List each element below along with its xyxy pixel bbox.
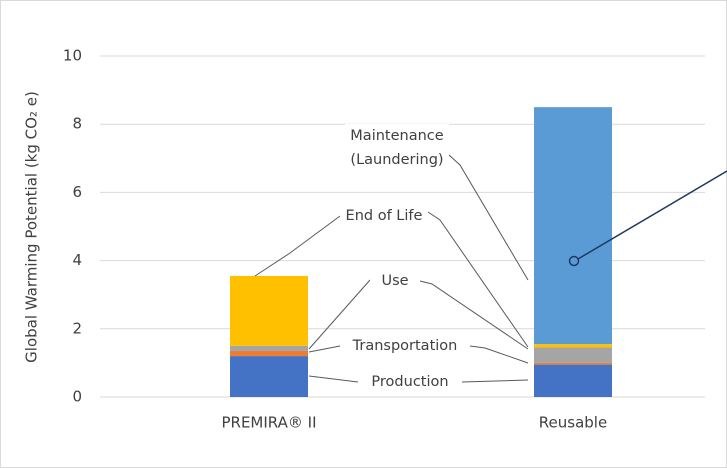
leader-line <box>308 279 371 350</box>
y-tick-label: 2 <box>72 319 82 337</box>
y-tick-label: 0 <box>72 388 82 406</box>
bars: PREMIRA® II Reusable <box>221 107 612 432</box>
callout-marker <box>568 255 580 267</box>
leader-line <box>308 375 359 383</box>
y-tick-label: 4 <box>72 251 82 269</box>
series-label: Maintenance (Laundering) <box>345 124 449 172</box>
leader-line <box>469 345 529 364</box>
series-label: Transportation <box>341 334 469 358</box>
series-label: End of Life <box>340 204 428 228</box>
bar-segment <box>230 345 308 351</box>
y-tick-label: 10 <box>63 47 82 65</box>
series-label: Production <box>358 370 462 394</box>
bar-segment <box>534 344 612 348</box>
leader-line <box>461 379 529 383</box>
leader-line <box>254 215 341 277</box>
y-axis-title: Global Warming Potential (kg CO₂ e) <box>23 91 41 363</box>
bar-segment <box>230 350 308 357</box>
leader-line <box>427 211 529 348</box>
bar-segment <box>534 362 612 365</box>
leader-line <box>448 154 529 281</box>
leader-lines <box>254 154 727 383</box>
y-tick-label: 8 <box>72 115 82 133</box>
bar-segment <box>534 347 612 363</box>
x-tick-label: Reusable <box>539 414 607 432</box>
bar-segment <box>230 275 308 346</box>
bar-segment <box>534 364 612 397</box>
callout-line <box>577 170 727 260</box>
bar-segment <box>534 107 612 345</box>
series-label: Use <box>370 269 420 293</box>
leader-line <box>308 345 341 353</box>
y-tick-label: 6 <box>72 183 82 201</box>
x-tick-label: PREMIRA® II <box>221 414 316 432</box>
bar-segment <box>230 356 308 397</box>
leader-line <box>419 280 529 350</box>
